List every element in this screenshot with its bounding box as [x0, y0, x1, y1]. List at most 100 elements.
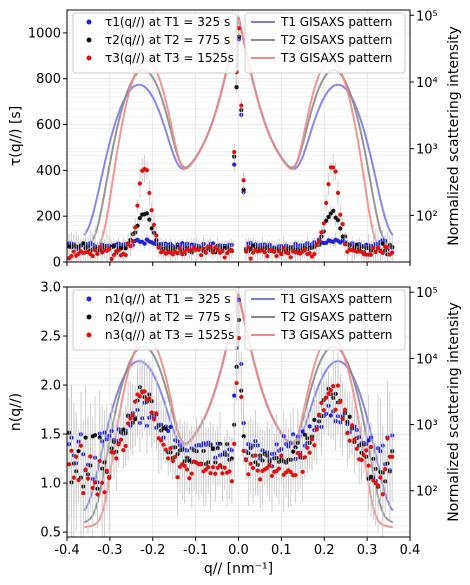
scatter-series-3 [67, 19, 395, 262]
data-point [300, 469, 305, 474]
data-point [215, 247, 220, 252]
y-right-tick-label: 10⁵ [416, 9, 438, 24]
data-point [291, 449, 296, 454]
data-point [206, 465, 211, 470]
data-point [78, 443, 84, 448]
data-point [114, 456, 119, 461]
data-point [147, 217, 152, 222]
data-point [314, 242, 319, 247]
data-point [85, 476, 91, 481]
data-point [236, 26, 242, 31]
y-tick-label: 1000 [28, 26, 61, 41]
data-point [302, 432, 308, 437]
data-point [385, 245, 390, 250]
data-point [116, 248, 121, 253]
data-point [104, 468, 109, 473]
data-point [135, 203, 140, 208]
data-point [182, 463, 187, 468]
data-point [302, 455, 308, 460]
data-point [163, 447, 168, 452]
data-point [383, 467, 388, 472]
data-point [354, 446, 359, 451]
data-point [102, 490, 107, 495]
y-tick-label: 800 [36, 72, 61, 87]
data-point [239, 103, 244, 108]
data-point [71, 249, 76, 254]
data-point [371, 245, 376, 251]
data-point [359, 457, 364, 463]
y-right-tick-label: 10⁴ [416, 352, 438, 367]
data-point [291, 432, 296, 437]
data-point [350, 423, 355, 428]
data-point [326, 182, 331, 187]
data-point [163, 426, 168, 431]
y-tick-label: 200 [36, 210, 61, 225]
legend-label: T2 GISAXS pattern [280, 310, 392, 324]
data-point [380, 492, 385, 497]
plot-area [67, 16, 395, 262]
y-tick-label: 600 [36, 118, 61, 133]
data-point [100, 480, 105, 485]
legend-scatter: τ1(q//) at T1 = 325 s τ2(q//) at T2 = 775… [72, 12, 238, 74]
legend-label: T3 GISAXS pattern [280, 328, 392, 342]
y-right-axis-label: Normalized scattering intensity [446, 302, 462, 522]
data-point [175, 251, 180, 256]
x-tick-label: 0.0 [228, 543, 249, 558]
data-point [331, 165, 336, 170]
data-point [243, 458, 249, 463]
legend-box [244, 12, 406, 74]
data-point [177, 246, 183, 251]
y-tick-label: 1.5 [40, 428, 61, 443]
data-point [149, 226, 154, 231]
data-point [222, 255, 227, 260]
y-tick-label: 3.0 [40, 281, 61, 296]
data-point [234, 85, 239, 90]
legend-label: n1(q//) at T1 = 325 s [105, 292, 231, 306]
data-point [133, 399, 138, 404]
data-point [373, 249, 378, 255]
data-point [107, 246, 112, 252]
data-point [371, 478, 376, 483]
data-point [331, 208, 336, 213]
data-point [229, 248, 234, 253]
data-point [76, 477, 81, 483]
data-point [220, 249, 225, 254]
data-point [307, 450, 312, 455]
data-point [159, 438, 164, 443]
legend-box [72, 289, 238, 351]
data-point [201, 246, 206, 251]
data-point [328, 388, 333, 393]
x-axis-label: q// [nm⁻¹] [204, 561, 273, 577]
data-point [90, 485, 95, 491]
legend-label: τ2(q//) at T2 = 775 s [105, 33, 230, 47]
data-point [130, 239, 135, 244]
data-point [378, 475, 383, 480]
data-point [288, 255, 293, 260]
data-point [281, 246, 286, 251]
data-point [90, 253, 95, 259]
data-point [390, 454, 395, 459]
chart-panel-top: 0 200 400 600 800 1000 10² 10³ 10⁴ 10⁵ τ(q//) [s] N… [8, 9, 462, 271]
data-point [210, 465, 216, 470]
y-tick-label: 1.0 [40, 477, 61, 492]
data-point [227, 469, 232, 474]
data-point [147, 396, 152, 401]
data-point [121, 427, 126, 432]
y-tick-label: 0 [53, 256, 61, 271]
y-tick-label: 2.5 [40, 330, 61, 345]
y-tick-label: 2.0 [40, 379, 61, 394]
data-point [147, 190, 152, 196]
data-point [366, 438, 371, 443]
data-point [255, 468, 260, 473]
y-right-tick-label: 10³ [416, 419, 438, 434]
legend-box [244, 289, 406, 351]
data-point [347, 438, 352, 443]
data-point [184, 467, 190, 472]
y-tick-label: 0.5 [40, 526, 61, 541]
data-point [137, 394, 142, 399]
legend-scatter: n1(q//) at T1 = 325 s n2(q//) at T2 = 775… [72, 289, 238, 351]
data-point [317, 412, 322, 417]
data-point [142, 389, 147, 394]
data-point [123, 443, 128, 449]
data-point [229, 456, 234, 461]
